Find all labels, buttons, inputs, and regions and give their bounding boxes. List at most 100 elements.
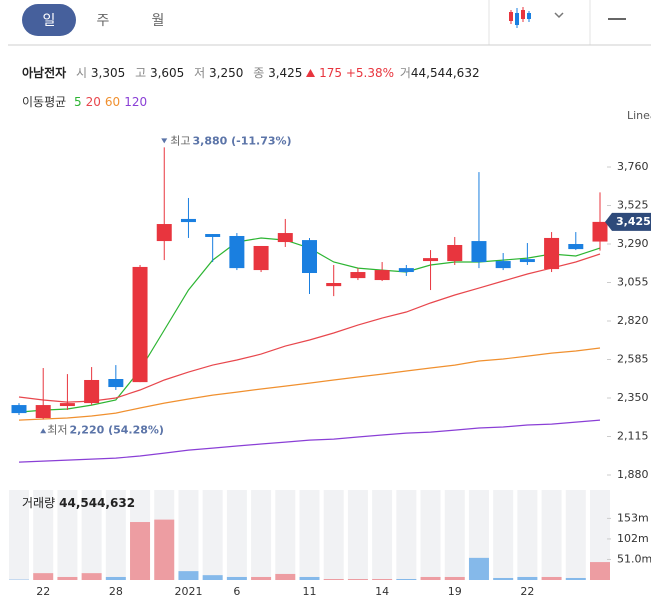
candle-body: [35, 405, 51, 418]
volume-bar: [590, 562, 610, 580]
volume-title-label: 거래량: [22, 496, 55, 510]
candle-body: [544, 237, 560, 270]
volume-slot: [299, 490, 320, 580]
candle-body: [302, 240, 317, 274]
volume-slot: [565, 490, 586, 580]
volume-bar: [154, 519, 175, 580]
tab-selected-bg[interactable]: [22, 4, 76, 36]
up-triangle: [306, 69, 316, 77]
low-note: 최저 2,220 (54.28%): [47, 423, 164, 436]
dropdown-chevron[interactable]: [554, 12, 564, 19]
candle-body: [423, 258, 439, 262]
ma-line: [18, 419, 601, 463]
candle-body: [277, 233, 293, 243]
volume-slot: [178, 490, 199, 580]
field-label: 시: [76, 66, 88, 80]
volume-slot: [81, 490, 102, 580]
y-tick-label: 2,585: [617, 353, 649, 366]
volume-title: 거래량 44,544,632: [22, 496, 135, 510]
volume-slot: [9, 490, 29, 580]
candle-body: [519, 259, 535, 263]
volume-bar: [541, 576, 562, 580]
chart-type-icon[interactable]: [509, 7, 531, 28]
candle-body: [495, 261, 511, 269]
volume-slot: [226, 490, 247, 580]
volume-bar: [493, 577, 514, 580]
x-tick-label: 19: [448, 585, 462, 598]
volume-bar: [299, 576, 320, 580]
candle-body: [11, 405, 27, 414]
y-tick-label: 2,115: [617, 430, 649, 443]
y-tick-label: 3,055: [617, 276, 649, 289]
tab[interactable]: 일: [43, 13, 56, 29]
candle-body: [84, 379, 100, 404]
volume-slot: [57, 490, 78, 580]
volume-slot: [590, 490, 610, 580]
candle-body: [132, 266, 148, 383]
volume-bar: [275, 573, 296, 580]
candle-body: [568, 244, 584, 250]
price-tag-label: 3,425: [616, 215, 651, 228]
volume-tick-label: 51.0m: [617, 552, 651, 565]
candle-body: [471, 241, 487, 263]
high-note-label: 최고: [170, 134, 190, 147]
field-label: 거: [399, 66, 411, 80]
low-marker: [40, 428, 47, 434]
scale-label[interactable]: Linea: [627, 109, 651, 122]
ma-legend: 이동평균 5 20 60 120: [22, 93, 151, 110]
high-marker: [161, 138, 168, 144]
volume-tick-label: 153m: [617, 511, 649, 524]
field-value: 44,544,632: [410, 66, 480, 80]
legend-entry: 120: [124, 95, 148, 109]
legend-entry: 5: [74, 95, 82, 109]
x-tick-label: 28: [109, 585, 123, 598]
x-tick-label: 22: [520, 585, 534, 598]
volume-bar: [178, 571, 199, 580]
x-tick-label: 2021: [174, 585, 202, 598]
candle-body: [374, 270, 390, 281]
volume-slot: [468, 490, 489, 580]
field-label: 종: [253, 66, 265, 80]
high-note-text: 3,880 (-11.73%): [193, 134, 292, 147]
volume-bar: [517, 576, 538, 580]
candle-body: [59, 403, 75, 407]
volume-bar: [372, 578, 393, 580]
candle-body: [180, 218, 196, 223]
volume-slot: [154, 490, 175, 580]
ma-line: [18, 347, 601, 421]
volume-bar: [202, 575, 223, 580]
volume-bar: [57, 576, 78, 580]
high-note: 최고 3,880 (-11.73%): [170, 134, 291, 147]
tab[interactable]: 주: [97, 13, 110, 29]
volume-bar: [565, 577, 586, 580]
toolbar: 일 주 월: [8, 0, 651, 46]
volume-bar: [33, 573, 54, 580]
field-label: 고: [135, 66, 147, 80]
candle-body: [108, 379, 124, 388]
y-tick-label: 3,290: [617, 237, 649, 250]
volume-slot: [202, 490, 223, 580]
field-value: 3,605: [149, 66, 185, 80]
volume-tick-label: 102m: [617, 532, 649, 545]
volume-title-value: 44,544,632: [59, 496, 135, 510]
candle-body: [205, 234, 221, 237]
volume-slot: [105, 490, 126, 580]
candle-body: [253, 245, 269, 271]
volume-slot: [33, 490, 54, 580]
x-tick-label: 22: [36, 585, 50, 598]
y-tick-label: 1,880: [617, 468, 649, 481]
volume-slot: [420, 490, 441, 580]
change: 175: [319, 66, 342, 80]
volume-bar: [81, 573, 102, 580]
candle-body: [326, 283, 342, 287]
x-tick-label: 11: [303, 585, 317, 598]
volume-bar: [420, 576, 441, 580]
quote-header: 아남전자 시 3,305 고 3,605 저 3,250 종 3,425 175…: [22, 64, 480, 81]
volume-bar: [130, 522, 151, 580]
candle-body: [156, 224, 172, 242]
y-tick-label: 2,350: [617, 391, 649, 404]
low-note-text: 2,220 (54.28%): [69, 423, 164, 436]
tab[interactable]: 월: [152, 13, 165, 29]
stock-name: 아남전자: [22, 66, 67, 80]
